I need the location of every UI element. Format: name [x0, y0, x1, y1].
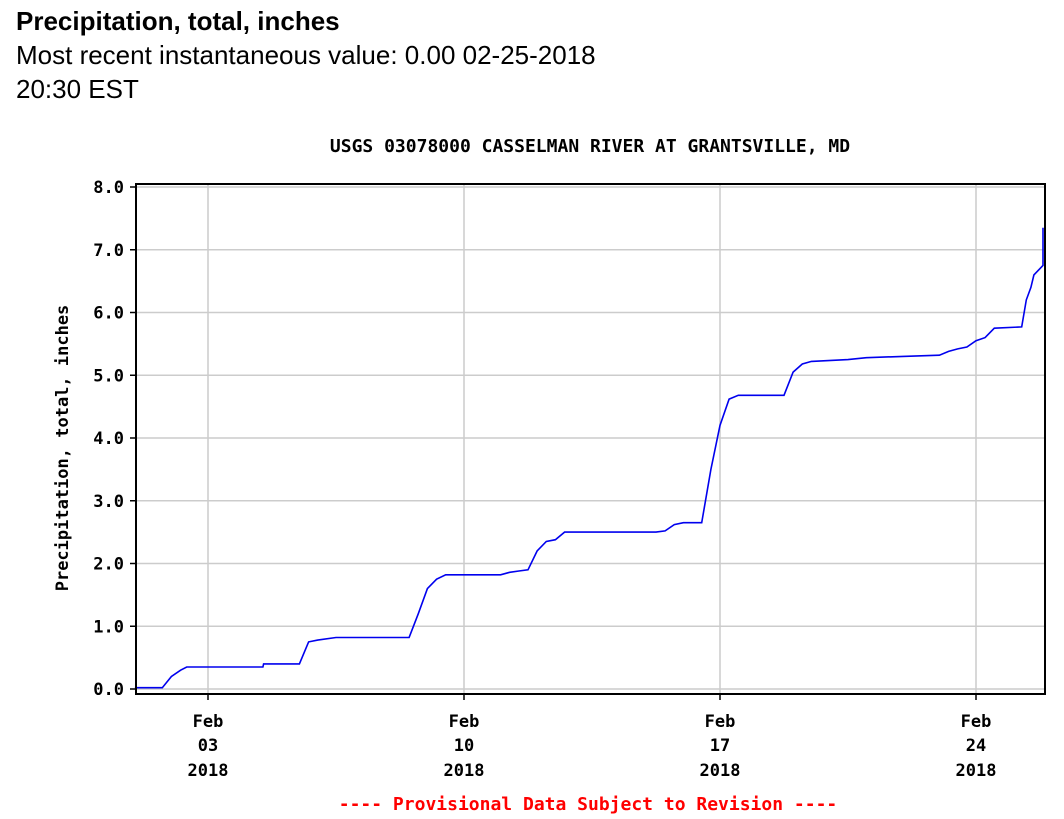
y-axis-ticks: 0.0 1.0 2.0 3.0 4.0 5.0 6.0 7.0 8.0: [93, 178, 136, 700]
x-tick-label-day: 03: [198, 736, 218, 756]
grid-lines: [136, 184, 1045, 694]
y-tick-label: 1.0: [93, 617, 124, 637]
provisional-data-note: ---- Provisional Data Subject to Revisio…: [339, 794, 838, 815]
x-tick-label-year: 2018: [444, 761, 485, 781]
x-tick-label-year: 2018: [700, 761, 741, 781]
most-recent-value-datetime: 02-25-2018 20:30 EST: [16, 40, 618, 104]
most-recent-value-number: 0.00: [404, 40, 456, 70]
plot-area-frame: [135, 183, 1046, 695]
most-recent-value-label: Most recent instantaneous value:: [16, 40, 398, 70]
most-recent-value: Most recent instantaneous value: 0.00 02…: [16, 38, 616, 106]
page-title: Precipitation, total, inches: [16, 6, 340, 36]
x-tick-label-day: 10: [454, 736, 474, 756]
y-tick-label: 7.0: [93, 241, 124, 261]
y-tick-label: 5.0: [93, 366, 124, 386]
y-tick-label: 6.0: [93, 304, 124, 324]
chart-title: USGS 03078000 CASSELMAN RIVER AT GRANTSV…: [330, 136, 850, 157]
y-tick-label: 4.0: [93, 429, 124, 449]
x-tick-label-year: 2018: [188, 761, 229, 781]
y-tick-label: 2.0: [93, 555, 124, 575]
y-tick-label: 3.0: [93, 492, 124, 512]
x-tick-label-year: 2018: [956, 761, 997, 781]
y-tick-label: 8.0: [93, 178, 124, 198]
x-tick-label-day: 24: [966, 736, 986, 756]
x-tick-label-month: Feb: [961, 712, 992, 732]
x-tick-label-day: 17: [710, 736, 730, 756]
y-axis-label: Precipitation, total, inches: [53, 305, 73, 592]
precipitation-series-line: [134, 227, 1044, 689]
x-tick-label-month: Feb: [705, 712, 736, 732]
y-tick-label: 0.0: [93, 680, 124, 700]
x-tick-label-month: Feb: [449, 712, 480, 732]
x-axis-ticks: Feb 03 2018 Feb 10 2018 Feb 17 2018 Feb 24 2018: [188, 694, 997, 781]
page-header: Precipitation, total, inches Most recent…: [16, 4, 656, 106]
x-tick-label-month: Feb: [193, 712, 224, 732]
